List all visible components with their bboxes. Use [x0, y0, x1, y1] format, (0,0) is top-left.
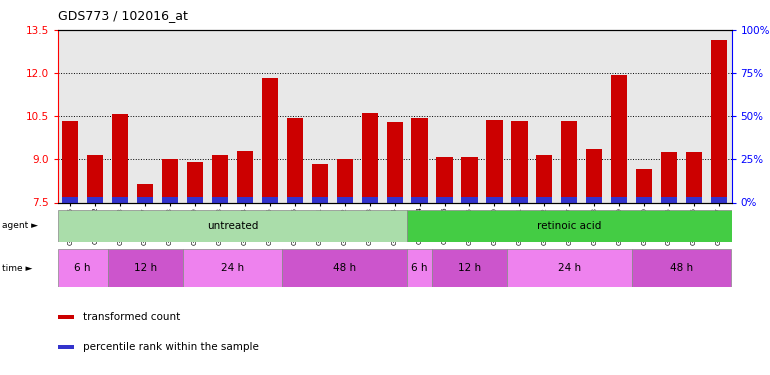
Bar	[162, 159, 178, 202]
Bar	[262, 78, 278, 203]
Bar	[536, 155, 552, 203]
Bar	[87, 197, 103, 202]
Bar	[286, 118, 303, 202]
Bar	[631, 249, 732, 287]
Bar	[108, 249, 182, 287]
Bar	[58, 345, 74, 349]
Bar	[336, 197, 353, 202]
Text: 48 h: 48 h	[333, 263, 357, 273]
Bar	[636, 170, 652, 202]
Bar	[711, 40, 727, 203]
Bar	[112, 197, 129, 202]
Bar	[711, 197, 727, 202]
Bar	[461, 197, 477, 202]
Bar	[487, 120, 503, 202]
Bar	[312, 197, 328, 202]
Bar	[58, 315, 74, 319]
Bar	[212, 155, 228, 203]
Bar	[511, 197, 527, 202]
Bar	[62, 197, 79, 202]
Text: 24 h: 24 h	[221, 263, 244, 273]
Bar	[561, 197, 578, 202]
Bar	[636, 197, 652, 202]
Text: percentile rank within the sample: percentile rank within the sample	[83, 342, 259, 352]
Bar	[182, 249, 283, 287]
Text: 48 h: 48 h	[670, 263, 693, 273]
Bar	[137, 197, 153, 202]
Bar	[237, 197, 253, 202]
Bar	[312, 164, 328, 202]
Bar	[187, 162, 203, 202]
Text: 12 h: 12 h	[133, 263, 156, 273]
Bar	[507, 249, 631, 287]
Bar	[686, 152, 702, 202]
Bar	[387, 122, 403, 202]
Bar	[283, 249, 407, 287]
Bar	[362, 197, 378, 202]
Text: 12 h: 12 h	[458, 263, 481, 273]
Text: GDS773 / 102016_at: GDS773 / 102016_at	[58, 9, 188, 22]
Text: retinoic acid: retinoic acid	[537, 221, 601, 231]
Bar	[661, 152, 678, 202]
Bar	[561, 121, 578, 202]
Bar	[437, 156, 453, 203]
Text: time ►: time ►	[2, 264, 32, 273]
Bar	[407, 249, 432, 287]
Bar	[487, 197, 503, 202]
Text: 6 h: 6 h	[411, 263, 428, 273]
Bar	[162, 197, 178, 202]
Bar	[262, 197, 278, 202]
Bar	[112, 114, 129, 202]
Bar	[336, 159, 353, 202]
Bar	[536, 197, 552, 202]
Bar	[661, 197, 678, 202]
Text: untreated: untreated	[206, 221, 258, 231]
Bar	[407, 210, 732, 242]
Text: 6 h: 6 h	[75, 263, 91, 273]
Bar	[686, 197, 702, 202]
Bar	[87, 155, 103, 203]
Bar	[411, 197, 427, 202]
Text: agent ►: agent ►	[2, 221, 38, 230]
Bar	[58, 249, 108, 287]
Bar	[437, 197, 453, 202]
Bar	[432, 249, 507, 287]
Bar	[461, 156, 477, 203]
Text: transformed count: transformed count	[83, 312, 180, 322]
Text: 24 h: 24 h	[557, 263, 581, 273]
Bar	[611, 197, 628, 202]
Bar	[212, 197, 228, 202]
Bar	[62, 121, 79, 202]
Bar	[362, 113, 378, 202]
Bar	[286, 197, 303, 202]
Bar	[237, 151, 253, 202]
Bar	[387, 197, 403, 202]
Bar	[586, 197, 602, 202]
Bar	[411, 118, 427, 202]
Bar	[187, 197, 203, 202]
Bar	[511, 121, 527, 202]
Bar	[586, 149, 602, 202]
Bar	[611, 75, 628, 202]
Bar	[137, 184, 153, 203]
Bar	[58, 210, 407, 242]
